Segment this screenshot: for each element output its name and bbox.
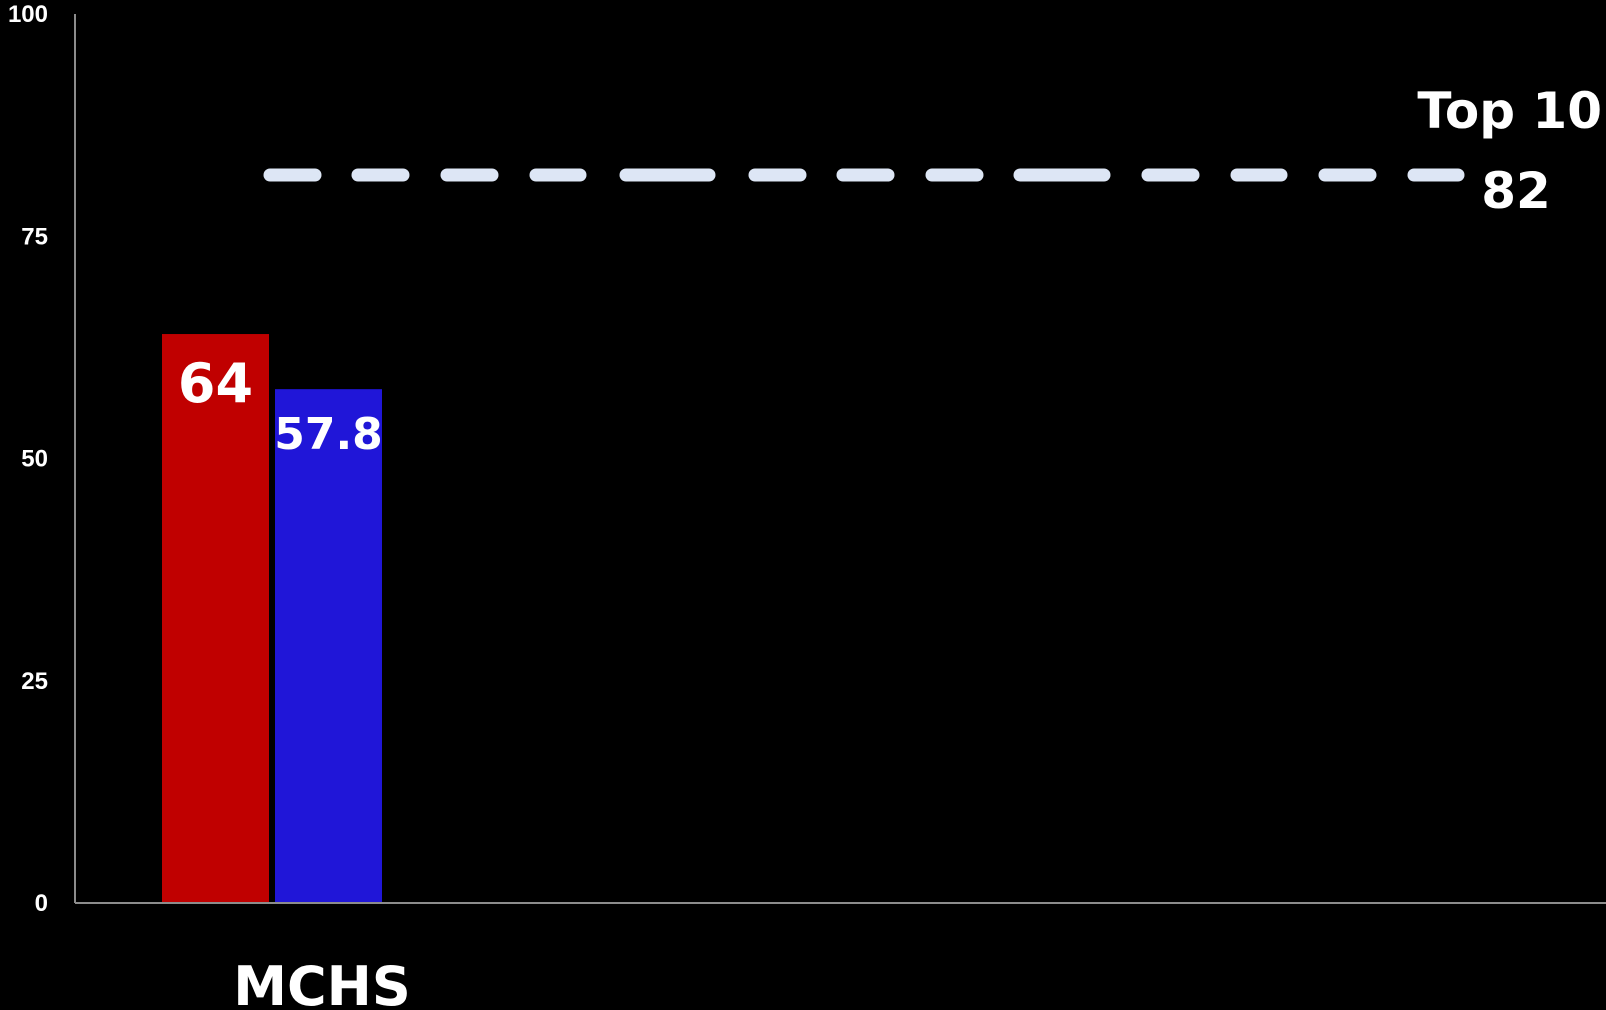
bar-value-label: 57.8 (274, 409, 383, 460)
y-tick-label: 25 (21, 668, 48, 695)
bar-series-1 (275, 389, 382, 904)
bar-value-label: 64 (178, 352, 253, 415)
category-labels: MCHS (233, 955, 410, 1010)
y-tick-labels: 0 25 50 75 100 (8, 1, 48, 917)
x-category-label: MCHS (233, 955, 410, 1010)
reference-line-value-label: 82 (1481, 162, 1551, 220)
y-tick-label: 100 (8, 1, 48, 28)
y-tick-label: 75 (21, 223, 48, 250)
reference-line-label-top: Top 10 (1417, 82, 1602, 140)
y-tick-label: 0 (35, 890, 48, 917)
bar-series-0 (162, 334, 269, 903)
bars-group: 64 57.8 (162, 334, 383, 904)
y-tick-label: 50 (21, 446, 48, 473)
